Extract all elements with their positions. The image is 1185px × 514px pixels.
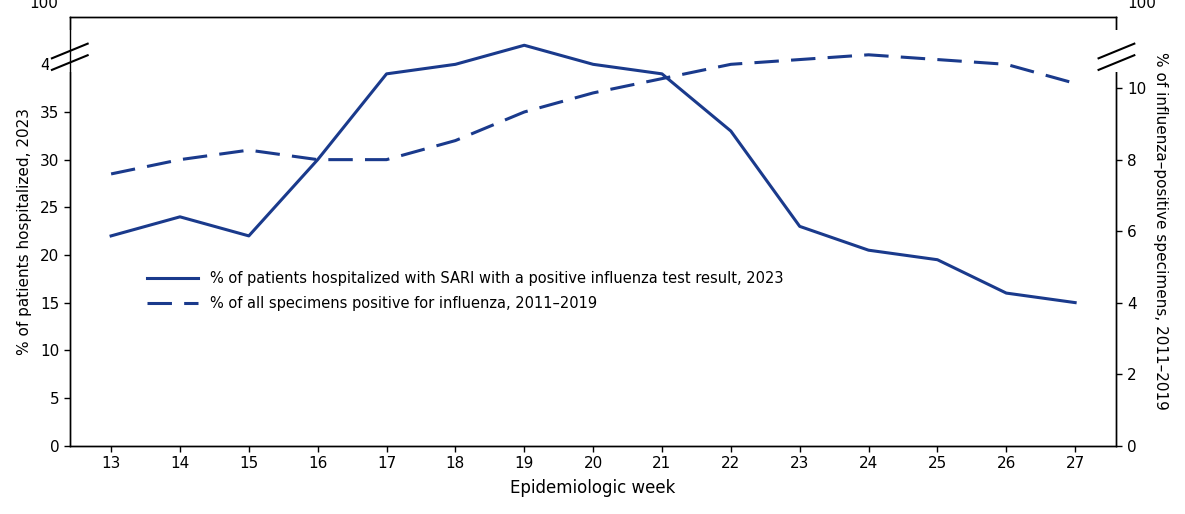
FancyBboxPatch shape: [49, 29, 91, 72]
Y-axis label: % of patients hospitalized, 2023: % of patients hospitalized, 2023: [17, 107, 32, 355]
Legend: % of patients hospitalized with SARI with a positive influenza test result, 2023: % of patients hospitalized with SARI wit…: [140, 263, 790, 318]
Y-axis label: % of influenza–positive specimens, 2011–2019: % of influenza–positive specimens, 2011–…: [1153, 52, 1168, 410]
X-axis label: Epidemiologic week: Epidemiologic week: [511, 480, 675, 498]
Text: 100: 100: [30, 0, 59, 11]
FancyBboxPatch shape: [1095, 29, 1138, 72]
Text: 100: 100: [1128, 0, 1157, 11]
